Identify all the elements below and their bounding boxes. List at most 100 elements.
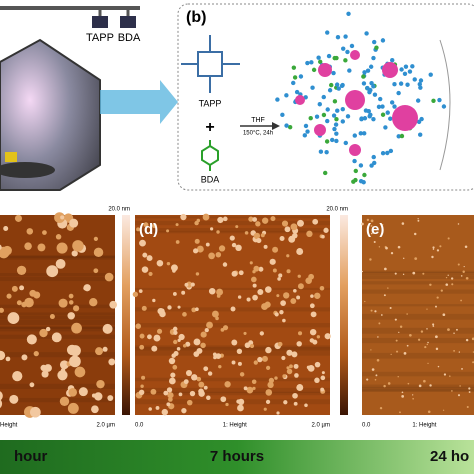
- atom: [343, 140, 349, 146]
- atom: [334, 138, 339, 144]
- particle: [26, 228, 34, 235]
- afm-stripe: [0, 312, 115, 316]
- afm-stripe: [135, 322, 330, 328]
- particle: [180, 213, 187, 221]
- particle: [217, 216, 224, 224]
- channel: 1: Height: [223, 423, 247, 429]
- particle: [283, 292, 290, 299]
- afm-stripe: [135, 391, 330, 396]
- particle: [246, 386, 254, 394]
- particle: [370, 219, 374, 223]
- particle: [215, 316, 219, 321]
- atom: [298, 74, 304, 79]
- afm-stripe: [0, 383, 115, 390]
- particle: [414, 257, 418, 261]
- particle: [196, 376, 202, 382]
- particle: [290, 223, 298, 231]
- particle: [222, 325, 229, 331]
- particle: [435, 335, 438, 339]
- afm-stripe: [0, 315, 115, 320]
- particle: [314, 377, 320, 384]
- atom: [331, 70, 336, 76]
- particle: [173, 330, 178, 335]
- particle: [309, 328, 317, 336]
- particle: [67, 312, 75, 320]
- atom: [405, 82, 410, 87]
- particle: [272, 268, 277, 273]
- particle: [151, 345, 158, 352]
- atom: [389, 100, 395, 105]
- particle: [177, 305, 181, 309]
- afm-stripe: [362, 327, 474, 334]
- particle: [281, 220, 289, 227]
- particle: [203, 385, 208, 390]
- particle: [265, 399, 271, 404]
- particle: [166, 261, 171, 266]
- particle: [436, 296, 439, 299]
- particle: [252, 294, 258, 301]
- afm-stripe: [135, 377, 330, 382]
- particle: [56, 242, 68, 254]
- particle: [274, 312, 279, 317]
- atom: [362, 70, 367, 75]
- particle: [178, 333, 185, 341]
- particle: [294, 373, 299, 378]
- particle: [460, 299, 462, 302]
- particle: [417, 218, 419, 220]
- particle: [437, 365, 440, 368]
- particle: [321, 371, 325, 375]
- particle: [139, 239, 146, 247]
- particle: [231, 270, 238, 277]
- particle: [9, 394, 19, 404]
- particle: [306, 365, 311, 370]
- particle: [413, 232, 417, 236]
- particle: [265, 286, 272, 293]
- atom: [398, 81, 404, 86]
- particle: [269, 258, 276, 265]
- particle: [246, 297, 251, 302]
- afm-stripe: [362, 304, 474, 307]
- particle: [310, 294, 314, 298]
- afm-stripe: [362, 384, 474, 389]
- particle: [238, 270, 244, 276]
- particle: [0, 244, 2, 250]
- particle: [206, 321, 213, 329]
- particle: [263, 244, 268, 249]
- afm-stripe: [0, 272, 115, 277]
- atom: [326, 53, 332, 59]
- particle: [147, 334, 152, 340]
- particle: [451, 390, 453, 392]
- particle: [251, 379, 257, 385]
- particle: [14, 214, 23, 222]
- particle: [178, 392, 183, 397]
- particle: [427, 362, 429, 365]
- particle: [196, 218, 201, 223]
- particle: [440, 289, 443, 292]
- particle: [314, 292, 321, 299]
- particle: [397, 376, 399, 378]
- atom: [369, 163, 374, 168]
- particle: [265, 365, 271, 370]
- particle: [163, 390, 169, 396]
- particle: [445, 276, 448, 279]
- particle: [0, 307, 4, 313]
- particle: [432, 248, 435, 250]
- particle: [270, 216, 276, 222]
- particle: [170, 372, 176, 378]
- afm-stripe: [0, 255, 115, 259]
- particle: [310, 311, 317, 318]
- framework: [275, 11, 447, 185]
- particle: [459, 385, 461, 387]
- particle: [176, 347, 181, 351]
- particle: [193, 338, 201, 346]
- particle: [281, 355, 286, 361]
- particle: [398, 331, 400, 334]
- atom: [419, 116, 424, 122]
- particle: [395, 339, 398, 342]
- particle: [277, 277, 281, 281]
- atom: [396, 134, 401, 139]
- atom: [359, 116, 364, 121]
- particle: [152, 223, 157, 229]
- particle: [255, 221, 261, 227]
- precursor-label: TAPP: [86, 32, 114, 44]
